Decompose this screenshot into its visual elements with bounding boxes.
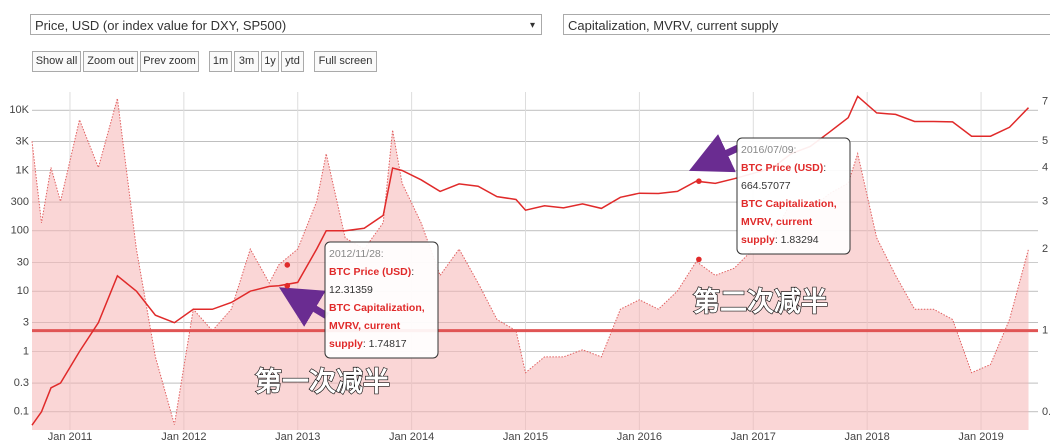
tooltip-point [696,178,702,185]
y-tick-label: 10 [17,285,29,297]
button[interactable]: Zoom out [83,51,138,72]
x-tick-label: Jan 2015 [503,431,548,443]
x-tick-label: Jan 2011 [48,431,92,443]
tooltip-text: 2012/11/28: BTC Price (USD): 12.31359 BTC … [329,245,435,353]
dropdown[interactable]: Price, USD (or index value for DXY, SP50… [30,14,542,35]
tooltip-value: : 1.74817 [362,338,407,350]
y-tick-label: 3 [23,317,29,329]
area-edge [31,98,1029,425]
y-tick-label: 100 [11,225,29,237]
button[interactable]: ytd [281,51,304,72]
x-tick-label: Jan 2019 [958,431,1003,443]
tooltip-point [284,282,291,289]
x-tick-label: Jan 2018 [845,431,890,443]
tooltip-date: 2012/11/28: [329,248,384,260]
arrow [278,287,329,327]
y-tick-label: 0.1 [14,406,29,418]
button[interactable]: 3m [234,51,259,72]
annotation: 第二次减半 [693,286,828,317]
y2-tick-label: 1 [1042,325,1048,337]
tooltip-label: BTC Price (USD) [329,266,412,278]
x-tick-label: Jan 2012 [161,431,206,443]
y-tick-label: 3K [16,136,30,148]
button[interactable]: 1y [261,51,279,72]
y-tick-label: 1K [16,164,30,176]
y-tick-label: 1 [23,345,29,357]
line [31,95,1030,426]
y-tick-label: 0.3 [14,377,29,389]
tooltip-label: BTC Capitalization, MVRV, current supply [741,198,837,246]
x-tick-label: Jan 2014 [389,431,434,443]
area [32,98,1029,431]
annotation: 第一次减半 [255,366,390,397]
tooltip-box [324,241,439,359]
x-tick-label: Jan 2016 [617,431,662,443]
dropdown-arrow: ▾ [529,20,535,31]
tooltip-label: BTC Capitalization, MVRV, current supply [329,302,425,350]
tooltip-point [284,262,291,268]
y2-tick-label: 4 [1042,161,1048,173]
y2-tick-label: 2 [1042,243,1048,255]
y2-tick-label: 5 [1042,135,1048,147]
tooltip-value: : 664.57077 [741,162,827,192]
y2-tick-label: 0.5 [1042,406,1050,418]
tooltip: 2016/07/09: BTC Price (USD): 664.57077 BTC… [741,141,847,249]
y2-tick-label: 7 [1042,96,1048,108]
button[interactable]: 1m [209,51,232,72]
y-tick-label: 30 [17,256,29,268]
button[interactable]: Full screen [314,51,377,72]
x-tick-label: Jan 2017 [731,431,776,443]
dropdown[interactable]: Capitalization, MVRV, current supply [563,14,1050,35]
tooltip-value: : 1.83294 [774,234,819,246]
tooltip-text: 2016/07/09: BTC Price (USD): 664.57077 BTC… [741,141,847,249]
tooltip-point [696,256,702,263]
tooltip-date: 2016/07/09: [741,144,797,156]
y2-tick-label: 3 [1042,195,1048,207]
tooltip-box [736,137,851,255]
y-tick-label: 300 [11,196,29,208]
y-tick-label: 10K [9,104,29,116]
tooltip-label: BTC Price (USD) [741,162,824,174]
arrow [688,134,740,173]
tooltip: 2012/11/28: BTC Price (USD): 12.31359 BTC … [329,245,435,353]
button[interactable]: Prev zoom [140,51,199,72]
tooltip-value: : 12.31359 [329,266,415,296]
button[interactable]: Show all [32,51,81,72]
x-tick-label: Jan 2013 [275,431,320,443]
